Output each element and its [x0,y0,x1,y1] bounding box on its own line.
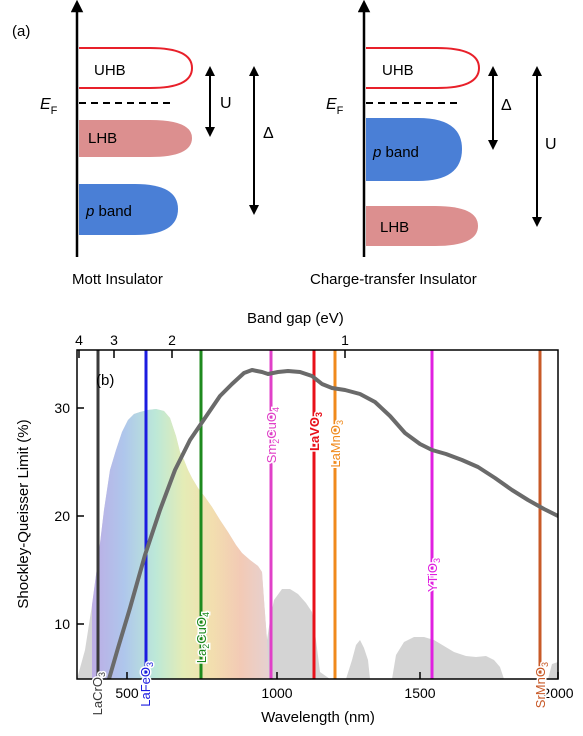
top-tick-label-3: 3 [110,332,118,348]
ct-u-label: U [545,136,557,153]
x-tick-label-1500: 1500 [404,685,435,701]
mott-lhb-band [79,120,192,157]
mat-label-lamno3: LaMnO3 [328,420,345,468]
mat-label-lafeo3: LaFeO3 [138,662,155,707]
mott-uhb-label: UHB [94,62,126,79]
ct-caption: Charge-transfer Insulator [310,271,477,288]
left-axis-ticks [77,407,84,625]
panel-b-label: (b) [96,372,114,389]
mott-u-label: U [220,95,232,112]
x-tick-label-2000: 2000 [542,685,573,701]
top-axis-title: Band gap (eV) [247,310,344,327]
ct-delta-label: Δ [501,97,512,114]
mott-ef-label: EF [40,96,58,117]
ct-diagram: UHB EF p band LHB Δ U Charge-transfer In… [310,0,557,288]
top-tick-label-1: 1 [341,332,349,348]
ct-ef-label: EF [326,96,344,117]
y-axis-title: Shockley-Queisser Limit (%) [15,419,32,608]
mat-label-lavo3: LaVO3 [307,412,324,451]
top-tick-label-2: 2 [168,332,176,348]
y-tick-label-20: 20 [54,508,70,524]
mott-p-band [79,184,178,235]
mott-caption: Mott Insulator [72,271,163,288]
y-tick-label-30: 30 [54,400,70,416]
mott-lhb-label: LHB [88,130,117,147]
ct-p-label: p band [372,144,419,161]
x-tick-label-500: 500 [115,685,139,701]
bottom-axis-ticks [126,672,559,679]
ct-p-band [366,118,462,181]
plot-area [77,350,558,679]
ct-uhb-label: UHB [382,62,414,79]
mott-p-label: p band [85,203,132,220]
panel-a-label: (a) [12,23,30,40]
plot-frame [76,349,559,680]
top-tick-label-4: 4 [75,332,83,348]
mott-diagram: UHB EF LHB p band U Δ Mott Insulator [40,0,274,288]
mat-label-ytio3: YTiO3 [425,558,442,592]
mat-label-srmno3: SrMnO3 [533,662,550,708]
mott-delta-label: Δ [263,125,274,142]
y-tick-label-10: 10 [54,616,70,632]
material-labels: LaCrO3 LaFeO3 La2CuO4 Sm2CuO4 LaVO3 LaMn… [89,406,552,717]
x-axis-title: Wavelength (nm) [261,709,375,726]
ct-lhb-label: LHB [380,219,409,236]
x-tick-label-1000: 1000 [261,685,292,701]
mat-label-la2cuo4: La2CuO4 [194,612,211,663]
ct-uhb-band [366,47,481,89]
solar-spectrum-visible [92,409,269,679]
mott-uhb-band [79,47,194,89]
mat-label-lacro3: LaCrO3 [90,672,107,715]
ct-lhb-band [366,206,478,246]
top-axis-ticks [78,350,346,358]
mat-label-sm2cuo4: Sm2CuO4 [264,407,281,463]
sq-limit-curve [107,368,558,679]
